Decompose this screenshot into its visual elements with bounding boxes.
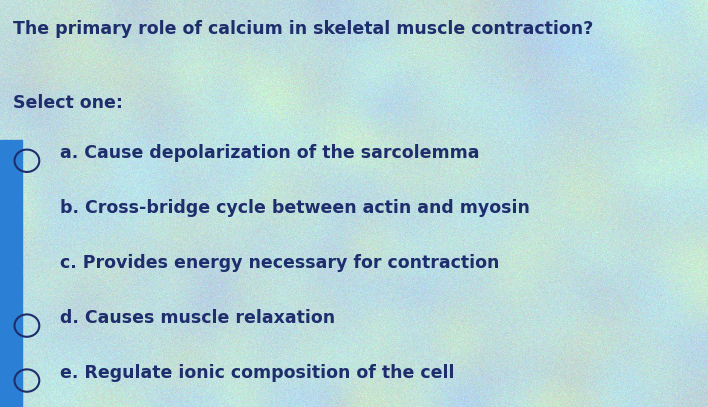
Text: Select one:: Select one: [13,94,122,112]
Bar [0,140,22,407]
Text: d. Causes muscle relaxation: d. Causes muscle relaxation [60,309,336,327]
Text: b. Cross-bridge cycle between actin and myosin: b. Cross-bridge cycle between actin and … [60,199,530,217]
Text: c. Provides energy necessary for contraction: c. Provides energy necessary for contrac… [60,254,500,272]
Text: The primary role of calcium in skeletal muscle contraction?: The primary role of calcium in skeletal … [13,20,593,38]
Text: a. Cause depolarization of the sarcolemma: a. Cause depolarization of the sarcolemm… [60,144,480,162]
Text: e. Regulate ionic composition of the cell: e. Regulate ionic composition of the cel… [60,364,455,382]
